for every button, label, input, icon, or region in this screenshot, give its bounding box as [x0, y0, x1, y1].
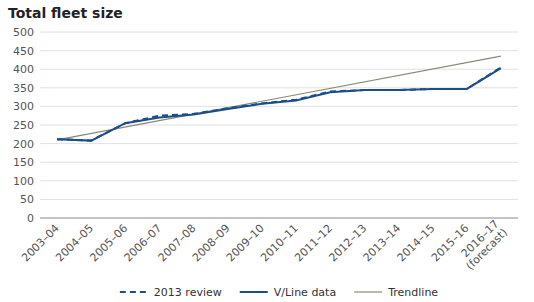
grid-line [40, 180, 518, 181]
y-tick-label: 250 [13, 119, 34, 132]
series-line [57, 56, 501, 140]
grid-line [40, 32, 518, 33]
grid-line [40, 218, 518, 219]
grid-line [40, 162, 518, 163]
legend-item: 2013 review [120, 286, 222, 299]
lines [57, 56, 501, 140]
y-tick-label: 0 [27, 212, 34, 225]
grid [40, 32, 518, 218]
grid-line [40, 125, 518, 126]
y-tick-label: 400 [13, 63, 34, 76]
x-axis [40, 218, 518, 219]
y-tick-label: 450 [13, 45, 34, 58]
y-tick-label: 100 [13, 175, 34, 188]
legend-item: V/Line data [240, 286, 336, 299]
grid-line [40, 69, 518, 70]
series-line [57, 67, 501, 140]
legend-swatch [120, 291, 148, 293]
y-tick-label: 200 [13, 138, 34, 151]
legend-label: 2013 review [154, 286, 222, 299]
y-tick-label: 500 [13, 26, 34, 39]
title: Total fleet size [8, 5, 123, 21]
series-line [57, 68, 501, 141]
x-tick-label-line: (forecast) [463, 226, 510, 273]
y-tick-label: 50 [20, 193, 34, 206]
legend-label: V/Line data [274, 286, 336, 299]
y-tick-label: 300 [13, 100, 34, 113]
legend-item: Trendline [354, 286, 438, 299]
grid-line [40, 106, 518, 107]
legend-swatch [354, 291, 382, 292]
x-tick-label: 2016–17(forecast) [455, 217, 510, 272]
y-tick-label: 350 [13, 82, 34, 95]
y-tick-label: 150 [13, 156, 34, 169]
grid-line [40, 143, 518, 144]
legend: 2013 review V/Line data Trendline [120, 286, 439, 299]
legend-swatch [240, 291, 268, 293]
legend-label: Trendline [387, 286, 438, 299]
chart: Total fleet size 0 50 100 150 200 250 300 350 400… [0, 0, 534, 302]
grid-line [40, 50, 518, 51]
grid-line [40, 199, 518, 200]
